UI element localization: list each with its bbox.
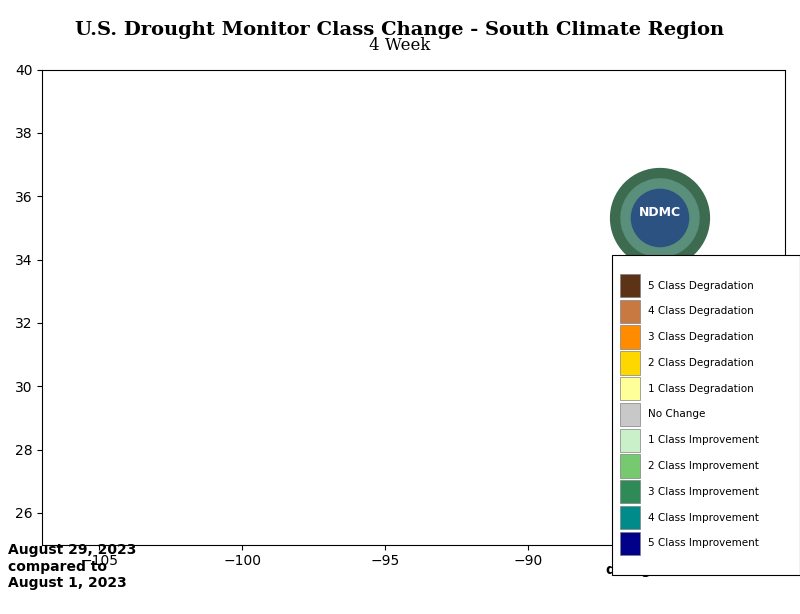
Text: 3 Class Degradation: 3 Class Degradation [648, 332, 754, 342]
Circle shape [621, 179, 699, 257]
Text: 4 Class Improvement: 4 Class Improvement [648, 513, 759, 523]
Text: 3 Class Improvement: 3 Class Improvement [648, 487, 759, 497]
Text: 5 Class Degradation: 5 Class Degradation [648, 281, 754, 290]
Text: No Change: No Change [648, 410, 706, 419]
Text: 1 Class Improvement: 1 Class Improvement [648, 435, 759, 445]
Text: 4 Week: 4 Week [370, 37, 430, 54]
Text: 2 Class Improvement: 2 Class Improvement [648, 461, 759, 471]
Circle shape [631, 189, 689, 247]
Text: 5 Class Improvement: 5 Class Improvement [648, 538, 759, 548]
Circle shape [610, 169, 710, 267]
Text: droughtmonitor.unl.edu: droughtmonitor.unl.edu [606, 563, 792, 577]
Text: NDMC: NDMC [639, 206, 681, 219]
Text: 4 Class Degradation: 4 Class Degradation [648, 306, 754, 316]
Text: 1 Class Degradation: 1 Class Degradation [648, 384, 754, 394]
Text: August 29, 2023
compared to
August 1, 2023: August 29, 2023 compared to August 1, 20… [8, 543, 136, 590]
Text: 2 Class Degradation: 2 Class Degradation [648, 358, 754, 368]
Text: U.S. Drought Monitor Class Change - South Climate Region: U.S. Drought Monitor Class Change - Sout… [75, 21, 725, 39]
